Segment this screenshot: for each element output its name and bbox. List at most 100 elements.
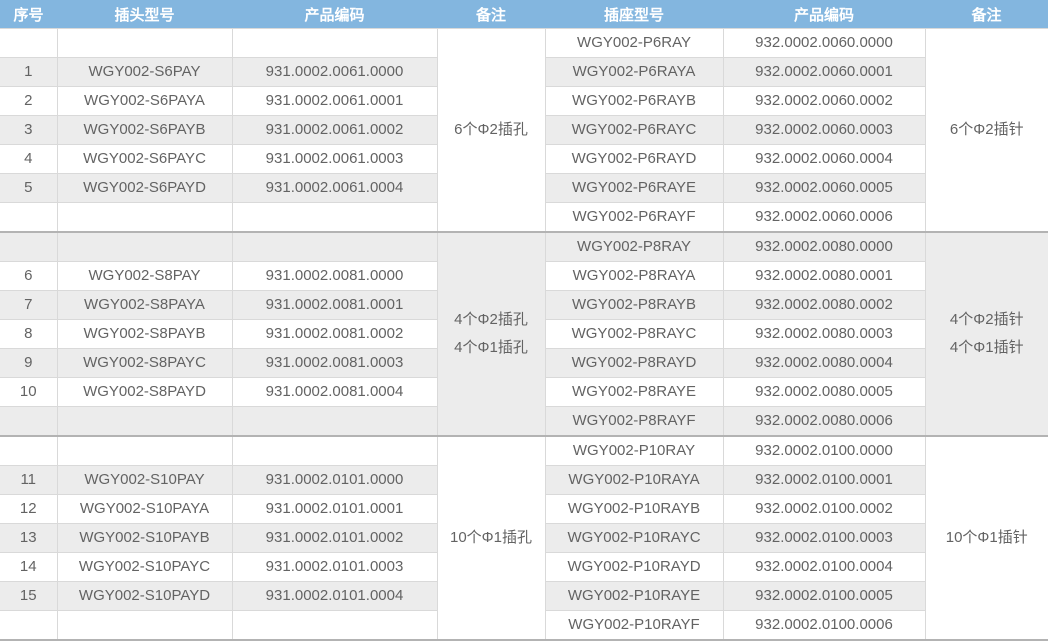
plug-code-cell: 931.0002.0061.0003 bbox=[231, 144, 438, 174]
socket-model-cell: WGY002-P8RAY bbox=[544, 231, 724, 262]
serial-cell: 6 bbox=[0, 261, 58, 291]
socket-code-cell: 932.0002.0060.0000 bbox=[722, 28, 926, 58]
table-row: 5 WGY002-S6PAYD 931.0002.0061.0004 WGY002-P… bbox=[0, 173, 1048, 203]
table-row: 12 WGY002-S10PAYA 931.0002.0101.0001 WGY002… bbox=[0, 494, 1048, 524]
table-row: 4个Φ2插孔 4个Φ1插孔 WGY002-P8RAY 932.0002.0080.0… bbox=[0, 231, 1048, 437]
plug-model-cell bbox=[56, 435, 233, 466]
plug-code-cell: 931.0002.0061.0001 bbox=[231, 86, 438, 116]
serial-cell: 4 bbox=[0, 144, 58, 174]
plug-code-cell: 931.0002.0101.0000 bbox=[231, 465, 438, 495]
plug-model-cell: WGY002-S6PAY bbox=[56, 57, 233, 87]
plug-model-cell: WGY002-S6PAYD bbox=[56, 173, 233, 203]
plug-remark-cell: 10个Φ1插孔 bbox=[436, 435, 546, 641]
column-header-plug-model: 插头型号 bbox=[57, 0, 232, 29]
socket-model-cell: WGY002-P8RAYF bbox=[544, 406, 724, 437]
table-row: 2 WGY002-S6PAYA 931.0002.0061.0001 WGY002-P… bbox=[0, 86, 1048, 116]
table-row: 6个Φ2插孔 WGY002-P6RAY 932.0002.0060.0000 6个Φ2… bbox=[0, 28, 1048, 233]
socket-code-cell: 932.0002.0080.0004 bbox=[722, 348, 926, 378]
plug-model-cell: WGY002-S8PAY bbox=[56, 261, 233, 291]
plug-model-cell: WGY002-S10PAYB bbox=[56, 523, 233, 553]
plug-code-cell bbox=[231, 406, 438, 437]
socket-code-cell: 932.0002.0080.0003 bbox=[722, 319, 926, 349]
socket-model-cell: WGY002-P10RAYB bbox=[544, 494, 724, 524]
socket-model-cell: WGY002-P10RAYC bbox=[544, 523, 724, 553]
plug-code-cell: 931.0002.0081.0004 bbox=[231, 377, 438, 407]
socket-code-cell: 932.0002.0080.0000 bbox=[722, 231, 926, 262]
column-header-socket-code: 产品编码 bbox=[723, 0, 925, 29]
plug-model-cell bbox=[56, 406, 233, 437]
socket-code-cell: 932.0002.0100.0004 bbox=[722, 552, 926, 582]
socket-code-cell: 932.0002.0080.0005 bbox=[722, 377, 926, 407]
table-row: 10 WGY002-S8PAYD 931.0002.0081.0004 WGY002-… bbox=[0, 377, 1048, 407]
socket-code-cell: 932.0002.0100.0002 bbox=[722, 494, 926, 524]
socket-model-cell: WGY002-P10RAYF bbox=[544, 610, 724, 641]
serial-cell: 8 bbox=[0, 319, 58, 349]
socket-model-cell: WGY002-P6RAYD bbox=[544, 144, 724, 174]
socket-code-cell: 932.0002.0100.0005 bbox=[722, 581, 926, 611]
socket-model-cell: WGY002-P10RAY bbox=[544, 435, 724, 466]
socket-code-cell: 932.0002.0060.0006 bbox=[722, 202, 926, 233]
plug-model-cell: WGY002-S8PAYC bbox=[56, 348, 233, 378]
plug-model-cell: WGY002-S6PAYB bbox=[56, 115, 233, 145]
socket-code-cell: 932.0002.0100.0003 bbox=[722, 523, 926, 553]
plug-code-cell: 931.0002.0081.0001 bbox=[231, 290, 438, 320]
column-header-socket-model: 插座型号 bbox=[545, 0, 723, 29]
socket-code-cell: 932.0002.0080.0002 bbox=[722, 290, 926, 320]
plug-remark-cell: 6个Φ2插孔 bbox=[436, 28, 546, 233]
socket-model-cell: WGY002-P6RAYC bbox=[544, 115, 724, 145]
plug-model-cell: WGY002-S10PAYA bbox=[56, 494, 233, 524]
socket-model-cell: WGY002-P8RAYA bbox=[544, 261, 724, 291]
serial-cell: 7 bbox=[0, 290, 58, 320]
plug-model-cell: WGY002-S6PAYA bbox=[56, 86, 233, 116]
plug-model-cell: WGY002-S6PAYC bbox=[56, 144, 233, 174]
socket-code-cell: 932.0002.0080.0006 bbox=[722, 406, 926, 437]
serial-cell: 2 bbox=[0, 86, 58, 116]
plug-code-cell bbox=[231, 610, 438, 641]
socket-model-cell: WGY002-P8RAYB bbox=[544, 290, 724, 320]
plug-code-cell: 931.0002.0081.0000 bbox=[231, 261, 438, 291]
plug-code-cell: 931.0002.0061.0000 bbox=[231, 57, 438, 87]
plug-model-cell bbox=[56, 28, 233, 58]
plug-code-cell bbox=[231, 202, 438, 233]
plug-model-cell: WGY002-S10PAYD bbox=[56, 581, 233, 611]
serial-cell bbox=[0, 435, 58, 466]
table-row: 7 WGY002-S8PAYA 931.0002.0081.0001 WGY002-P… bbox=[0, 290, 1048, 320]
table-row: 8 WGY002-S8PAYB 931.0002.0081.0002 WGY002-P… bbox=[0, 319, 1048, 349]
socket-model-cell: WGY002-P10RAYA bbox=[544, 465, 724, 495]
socket-code-cell: 932.0002.0060.0005 bbox=[722, 173, 926, 203]
socket-model-cell: WGY002-P10RAYD bbox=[544, 552, 724, 582]
plug-model-cell: WGY002-S10PAY bbox=[56, 465, 233, 495]
plug-model-cell bbox=[56, 610, 233, 641]
serial-cell: 11 bbox=[0, 465, 58, 495]
table-row: 6 WGY002-S8PAY 931.0002.0081.0000 WGY002-P8… bbox=[0, 261, 1048, 291]
socket-model-cell: WGY002-P6RAYA bbox=[544, 57, 724, 87]
plug-code-cell bbox=[231, 231, 438, 262]
table-row: 13 WGY002-S10PAYB 931.0002.0101.0002 WGY002… bbox=[0, 523, 1048, 553]
table-row: 15 WGY002-S10PAYD 931.0002.0101.0004 WGY002… bbox=[0, 581, 1048, 611]
serial-cell: 14 bbox=[0, 552, 58, 582]
plug-model-cell bbox=[56, 231, 233, 262]
socket-model-cell: WGY002-P8RAYC bbox=[544, 319, 724, 349]
plug-code-cell: 931.0002.0061.0002 bbox=[231, 115, 438, 145]
plug-code-cell: 931.0002.0081.0003 bbox=[231, 348, 438, 378]
plug-code-cell bbox=[231, 435, 438, 466]
socket-remark-cell: 10个Φ1插针 bbox=[924, 435, 1048, 641]
table-row: 4 WGY002-S6PAYC 931.0002.0061.0003 WGY002-P… bbox=[0, 144, 1048, 174]
socket-code-cell: 932.0002.0100.0001 bbox=[722, 465, 926, 495]
column-header-socket-remark: 备注 bbox=[925, 0, 1048, 29]
plug-code-cell: 931.0002.0061.0004 bbox=[231, 173, 438, 203]
serial-cell: 10 bbox=[0, 377, 58, 407]
plug-remark-cell: 4个Φ2插孔 4个Φ1插孔 bbox=[436, 231, 546, 437]
plug-code-cell: 931.0002.0101.0002 bbox=[231, 523, 438, 553]
column-header-plug-code: 产品编码 bbox=[232, 0, 437, 29]
socket-code-cell: 932.0002.0100.0006 bbox=[722, 610, 926, 641]
serial-cell: 3 bbox=[0, 115, 58, 145]
socket-code-cell: 932.0002.0060.0003 bbox=[722, 115, 926, 145]
plug-model-cell: WGY002-S8PAYA bbox=[56, 290, 233, 320]
socket-model-cell: WGY002-P6RAYF bbox=[544, 202, 724, 233]
serial-cell bbox=[0, 610, 58, 641]
header-row: 序号 插头型号 产品编码 备注 插座型号 产品编码 备注 bbox=[0, 0, 1048, 29]
plug-model-cell: WGY002-S8PAYD bbox=[56, 377, 233, 407]
serial-cell: 15 bbox=[0, 581, 58, 611]
